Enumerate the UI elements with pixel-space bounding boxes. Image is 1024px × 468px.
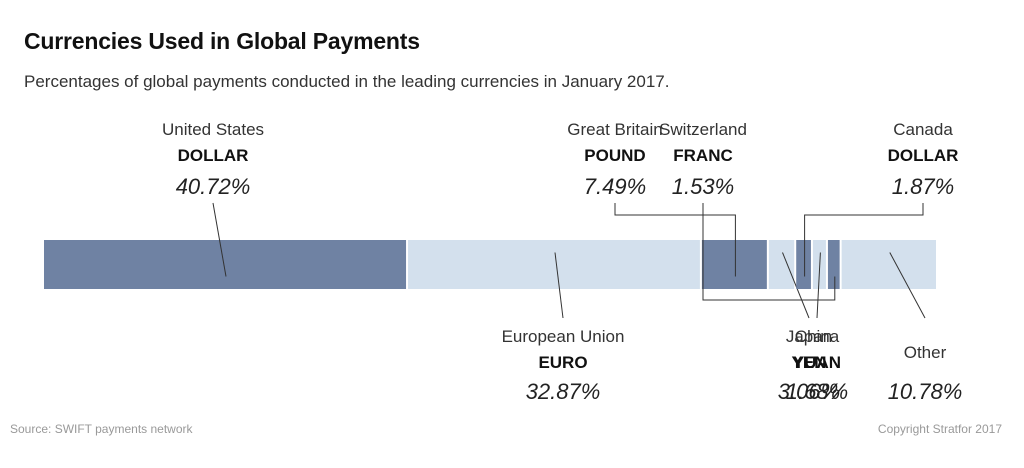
label-pct-2: 7.49%: [584, 174, 646, 199]
segment-group-1: European Union EURO 32.87%: [408, 240, 700, 404]
segment-group-4: Canada DOLLAR 1.87%: [796, 120, 958, 289]
label-pct-1: 32.87%: [526, 379, 601, 404]
label-country-2: Great Britain: [567, 120, 662, 139]
chart-subtitle: Percentages of global payments conducted…: [24, 72, 670, 91]
segment-group-2: Great Britain POUND 7.49%: [567, 120, 767, 289]
label-country-3: Japan: [786, 327, 832, 346]
label-pct-5: 1.68%: [786, 379, 848, 404]
segment-group-0: United States DOLLAR 40.72%: [44, 120, 407, 289]
label-country-7: Other: [904, 343, 947, 362]
label-currency-0: DOLLAR: [178, 146, 249, 165]
bar-segment-7: [841, 240, 936, 289]
bar-segment-1: [408, 240, 700, 289]
leader-line-4: [804, 203, 924, 277]
label-pct-7: 10.78%: [888, 379, 963, 404]
label-pct-4: 1.87%: [892, 174, 954, 199]
chart-title: Currencies Used in Global Payments: [24, 28, 420, 54]
label-currency-2: POUND: [584, 146, 645, 165]
label-currency-6: FRANC: [673, 146, 733, 165]
leader-line-2: [614, 203, 736, 277]
label-pct-6: 1.53%: [672, 174, 734, 199]
label-country-5: China: [795, 327, 840, 346]
label-country-6: Switzerland: [659, 120, 747, 139]
leader-line-5: [816, 252, 821, 319]
label-currency-5: YUAN: [793, 353, 841, 372]
label-country-1: European Union: [502, 327, 625, 346]
leader-line-1: [554, 252, 564, 319]
leader-line-6: [702, 203, 836, 301]
bar-segment-0: [44, 240, 407, 289]
copyright-note: Copyright Stratfor 2017: [877, 422, 1002, 436]
bar-segment-2: [701, 240, 767, 289]
label-country-0: United States: [162, 120, 264, 139]
leader-line-7: [889, 252, 926, 319]
leader-line-0: [212, 202, 227, 277]
source-note: Source: SWIFT payments network: [10, 422, 193, 436]
segment-group-6: Switzerland FRANC 1.53%: [659, 120, 840, 301]
label-country-4: Canada: [893, 120, 953, 139]
label-currency-1: EURO: [538, 353, 587, 372]
label-pct-0: 40.72%: [176, 174, 251, 199]
label-currency-3: YEN: [792, 353, 827, 372]
label-currency-4: DOLLAR: [888, 146, 959, 165]
segment-group-3: Japan YEN 3.06%: [768, 240, 840, 404]
leader-line-3: [782, 252, 810, 319]
bar-segment-6: [827, 240, 840, 289]
segment-group-7: Other 10.78%: [841, 240, 963, 404]
bar-segment-3: [768, 240, 795, 289]
label-pct-3: 3.06%: [778, 379, 840, 404]
segment-group-5: China YUAN 1.68%: [786, 240, 848, 404]
bar-segment-4: [796, 240, 811, 289]
